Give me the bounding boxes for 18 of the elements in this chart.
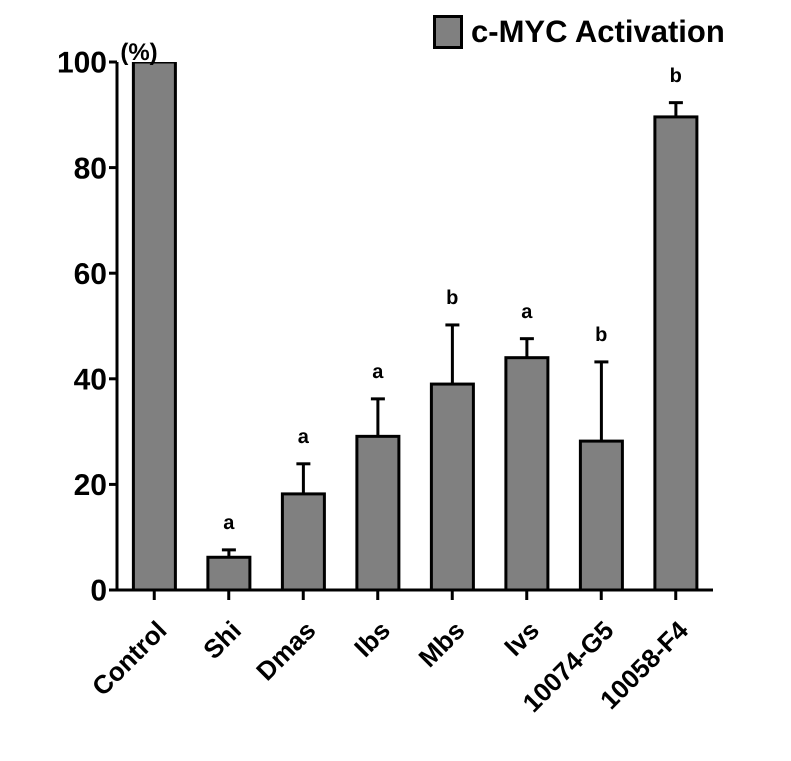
legend-label: c-MYC Activation xyxy=(471,14,725,50)
annotation: a xyxy=(372,361,384,384)
annotation: a xyxy=(223,512,236,534)
y-tick-label: 60 xyxy=(74,258,107,291)
x-tick-label: Shi xyxy=(197,615,247,665)
x-tick-label: Ibs xyxy=(348,615,396,663)
annotation: b xyxy=(446,287,458,310)
annotation: a xyxy=(521,300,534,323)
y-tick-label: 40 xyxy=(74,363,107,396)
y-axis-title: (%) xyxy=(120,39,158,66)
y-tick-label: 0 xyxy=(90,574,107,608)
y-tick-label: 20 xyxy=(74,469,107,502)
annotation: a xyxy=(298,426,310,448)
y-tick-label: 100 xyxy=(56,46,107,80)
y-tick-label: 80 xyxy=(74,152,107,186)
x-tick-label: Mbs xyxy=(412,615,470,674)
annotation: b xyxy=(670,64,682,87)
annotation: b xyxy=(595,324,608,346)
